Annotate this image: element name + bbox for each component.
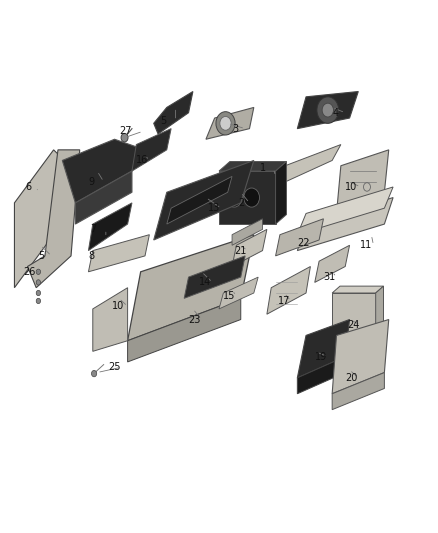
Polygon shape <box>219 171 276 224</box>
Polygon shape <box>262 144 341 192</box>
Polygon shape <box>127 298 241 362</box>
Polygon shape <box>127 235 254 341</box>
Polygon shape <box>132 128 171 171</box>
Polygon shape <box>75 171 132 224</box>
Circle shape <box>121 133 128 142</box>
Text: 8: 8 <box>88 251 95 261</box>
Text: 9: 9 <box>88 176 95 187</box>
Circle shape <box>220 116 231 130</box>
Circle shape <box>226 188 242 207</box>
Polygon shape <box>62 139 145 203</box>
Polygon shape <box>184 256 245 298</box>
Circle shape <box>36 298 41 304</box>
Polygon shape <box>332 293 376 341</box>
Polygon shape <box>206 108 254 139</box>
Polygon shape <box>297 198 393 251</box>
Circle shape <box>216 112 235 135</box>
Polygon shape <box>376 286 384 341</box>
Polygon shape <box>154 92 193 134</box>
Text: 2: 2 <box>239 198 245 208</box>
Text: 20: 20 <box>345 373 357 383</box>
Text: 13: 13 <box>208 203 220 213</box>
Text: 5: 5 <box>160 116 166 126</box>
Circle shape <box>244 188 259 207</box>
Polygon shape <box>14 150 75 288</box>
Polygon shape <box>232 229 267 266</box>
Text: 21: 21 <box>234 246 247 256</box>
Polygon shape <box>167 176 232 224</box>
Polygon shape <box>28 150 80 288</box>
Polygon shape <box>297 357 345 394</box>
Text: 17: 17 <box>278 296 290 306</box>
Text: 22: 22 <box>297 238 310 248</box>
Polygon shape <box>315 245 350 282</box>
Polygon shape <box>93 288 127 351</box>
Circle shape <box>317 97 339 123</box>
Text: 16: 16 <box>136 156 148 165</box>
Text: 1: 1 <box>260 164 266 173</box>
Text: 14: 14 <box>199 277 212 287</box>
Polygon shape <box>297 92 358 128</box>
Text: 25: 25 <box>108 362 120 372</box>
Text: 10: 10 <box>345 182 357 192</box>
Circle shape <box>36 290 41 296</box>
Circle shape <box>36 269 41 274</box>
Circle shape <box>322 103 333 117</box>
Polygon shape <box>88 235 149 272</box>
Text: 19: 19 <box>315 352 327 361</box>
Circle shape <box>36 280 41 285</box>
Text: 6: 6 <box>25 182 32 192</box>
Circle shape <box>92 370 97 377</box>
Text: 11: 11 <box>360 240 373 251</box>
Polygon shape <box>297 187 393 235</box>
Text: 31: 31 <box>323 272 336 282</box>
Text: 4: 4 <box>332 108 338 118</box>
Polygon shape <box>154 160 254 240</box>
Text: 23: 23 <box>188 314 201 325</box>
Polygon shape <box>219 277 258 309</box>
Text: 10: 10 <box>113 301 125 311</box>
Text: 5: 5 <box>39 251 45 261</box>
Polygon shape <box>88 203 132 251</box>
Text: 3: 3 <box>232 124 238 134</box>
Text: 24: 24 <box>347 320 360 330</box>
Polygon shape <box>336 150 389 214</box>
Polygon shape <box>267 266 311 314</box>
Polygon shape <box>297 319 350 378</box>
Polygon shape <box>232 219 262 245</box>
Text: 26: 26 <box>23 267 35 277</box>
Polygon shape <box>276 219 323 256</box>
Polygon shape <box>332 373 385 410</box>
Text: 7: 7 <box>91 224 97 235</box>
Polygon shape <box>276 161 286 224</box>
Text: 27: 27 <box>119 126 131 136</box>
Polygon shape <box>332 286 384 293</box>
Text: 15: 15 <box>223 290 236 301</box>
Polygon shape <box>219 161 286 171</box>
Polygon shape <box>332 319 389 394</box>
